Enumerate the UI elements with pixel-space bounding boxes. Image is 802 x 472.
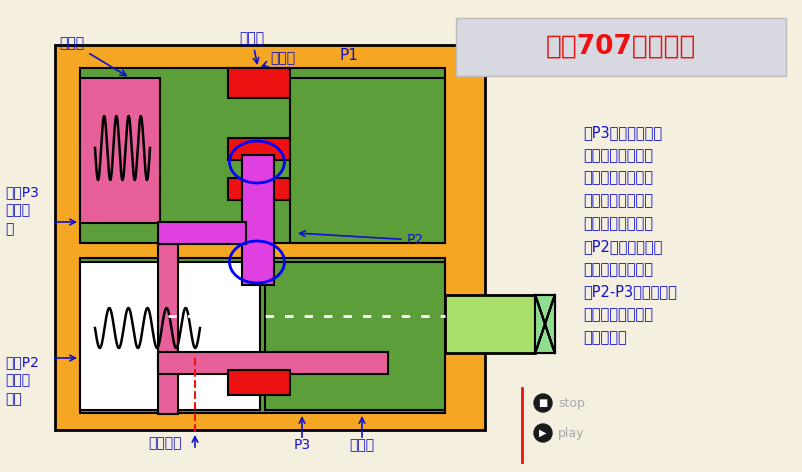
Bar [228,178,290,200]
Bar [534,295,554,353]
Text: P3: P3 [293,438,310,452]
Bar [80,262,260,410]
Text: 泄露油口: 泄露油口 [148,436,181,450]
Bar [241,155,273,285]
Text: 当P3增大时，作用
在定差减压阀阀芯
左端的压力增大，
阀芯右移，减压口
增大，压降减小，
使P2也增大从而使
节流阀的压差也就
是P2-P3保持不变，
使得出: 当P3增大时，作用 在定差减压阀阀芯 左端的压力增大， 阀芯右移，减压口 增大，… [582,125,676,345]
Text: ■: ■ [537,398,547,408]
Bar [456,18,785,76]
Text: P1: P1 [339,48,358,62]
Bar [290,78,444,243]
Text: stop: stop [557,396,584,410]
Text: ▶: ▶ [539,428,546,438]
Bar [537,398,547,408]
Bar [534,295,554,353]
Bar [80,68,444,243]
Circle shape [533,394,551,412]
Text: 减压口: 减压口 [239,31,264,63]
Bar [228,138,290,160]
Bar [80,78,160,223]
Bar [158,244,178,414]
Text: 出油口: 出油口 [349,438,374,452]
Bar [228,370,290,395]
Bar [444,295,534,353]
Bar [158,222,245,244]
Bar [228,68,290,98]
Bar [265,262,444,410]
Text: 压力P3
逐渐变
大: 压力P3 逐渐变 大 [5,185,38,236]
Text: 节流口: 节流口 [59,36,126,76]
Text: 化工707剪辑制作: 化工707剪辑制作 [545,34,695,60]
Text: P2: P2 [299,231,423,247]
Bar [55,45,484,430]
Text: 压力P2
也逐渐
变大: 压力P2 也逐渐 变大 [5,355,38,406]
Circle shape [533,424,551,442]
Bar [80,258,444,413]
Text: play: play [557,427,584,439]
Text: 进油口: 进油口 [262,51,295,67]
Bar [158,352,387,374]
